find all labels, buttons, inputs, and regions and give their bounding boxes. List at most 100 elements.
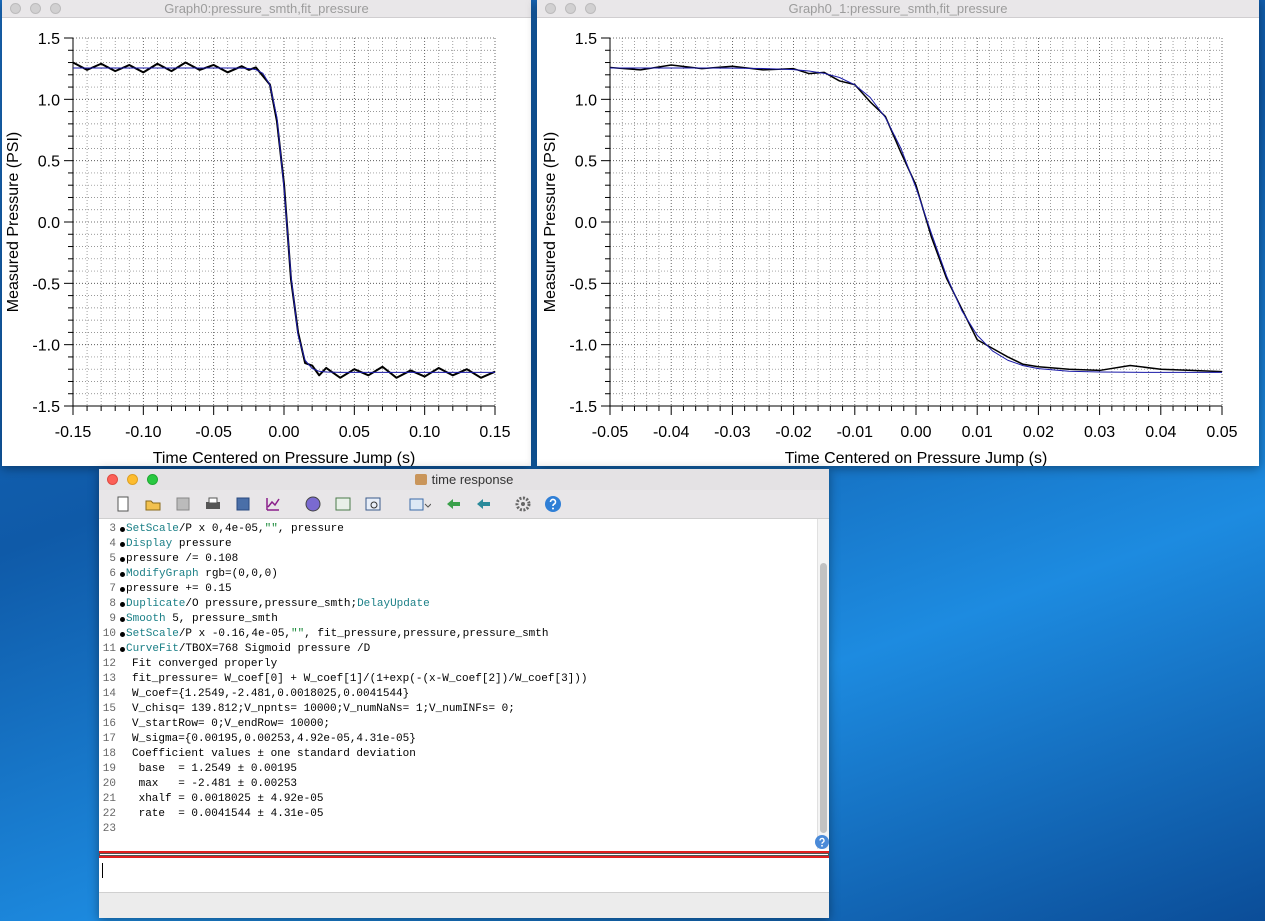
help-badge[interactable] (814, 834, 829, 850)
divider[interactable] (99, 851, 829, 858)
history-line: 18 Coefficient values ± one standard devi… (99, 747, 817, 762)
command-bullet (120, 632, 125, 637)
graph-window: Graph0_1:pressure_smth,fit_pressure -0.0… (537, 0, 1259, 466)
save-button[interactable] (175, 496, 191, 512)
help-button[interactable] (545, 496, 561, 512)
x-tick-label: -0.01 (837, 424, 874, 441)
command-bullet (120, 647, 125, 652)
line-text: pressure /= 0.108 (126, 552, 238, 567)
y-tick-label: 1.0 (38, 92, 60, 109)
x-tick-label: -0.03 (714, 424, 751, 441)
keyword: CurveFit (126, 643, 179, 655)
text-run: xhalf = 0.0018025 ± 4.92e-05 (132, 793, 324, 805)
zoom-button[interactable] (585, 3, 596, 14)
command-line[interactable] (99, 858, 829, 892)
back-more-button[interactable] (475, 496, 491, 512)
command-bullet (120, 587, 125, 592)
zoom-button[interactable] (147, 474, 158, 485)
command-bullet (120, 617, 125, 622)
x-tick-label: -0.05 (195, 424, 232, 441)
line-number: 15 (102, 703, 116, 715)
history-line: 14 W_coef={1.2549,-2.481,0.0018025,0.0041… (99, 687, 817, 702)
save-all-button[interactable] (235, 496, 251, 512)
y-tick-label: 0.0 (38, 215, 60, 232)
minimize-button[interactable] (30, 3, 41, 14)
minimize-button[interactable] (127, 474, 138, 485)
scroll-thumb[interactable] (820, 563, 827, 833)
text-run: /P x -0.16,4e-05, (178, 628, 292, 640)
line-number: 7 (109, 583, 116, 595)
color-button[interactable] (305, 496, 321, 512)
text-run: fit_pressure= W_coef[0] + W_coef[1]/(1+e… (132, 673, 588, 685)
line-text: Duplicate/O pressure,pressure_smth;Delay… (126, 597, 430, 612)
string-literal: "" (291, 628, 305, 640)
close-button[interactable] (107, 474, 118, 485)
line-number: 20 (102, 778, 116, 790)
text-run: 5, pressure_smth (165, 613, 278, 625)
line-text: rate = 0.0041544 ± 4.31e-05 (132, 807, 324, 822)
x-tick-label: 0.00 (900, 424, 931, 441)
x-tick-label: 0.05 (339, 424, 370, 441)
open-button[interactable] (145, 496, 161, 512)
line-text: fit_pressure= W_coef[0] + W_coef[1]/(1+e… (132, 672, 587, 687)
close-button[interactable] (10, 3, 21, 14)
command-window: time response 3 SetScale/P x 0,4e-05,"", … (99, 469, 829, 918)
y-tick-label: 0.0 (575, 215, 597, 232)
history-line: 19 base = 1.2549 ± 0.00195 (99, 762, 817, 777)
y-tick-label: -0.5 (32, 276, 60, 293)
x-tick-label: 0.01 (962, 424, 993, 441)
history-line: 15 V_chisq= 139.812;V_npnts= 10000;V_numN… (99, 702, 817, 717)
line-text: Fit converged properly (132, 657, 277, 672)
keyword: Smooth (126, 613, 166, 625)
print-button[interactable] (205, 496, 221, 512)
history-line: 11 CurveFit/TBOX=768 Sigmoid pressure /D (99, 642, 817, 657)
zoom-button[interactable] (50, 3, 61, 14)
line-number: 16 (102, 718, 116, 730)
line-number: 9 (109, 613, 116, 625)
procedure-menu[interactable] (409, 496, 431, 512)
history-line: 8 Duplicate/O pressure,pressure_smth;Dela… (99, 597, 817, 612)
y-tick-label: 0.5 (575, 154, 597, 171)
line-text: ModifyGraph rgb=(0,0,0) (126, 567, 278, 582)
command-bullet (120, 602, 125, 607)
text-run: , fit_pressure,pressure,pressure_smth (304, 628, 549, 640)
text-run: rate = 0.0041544 ± 4.31e-05 (132, 808, 324, 820)
new-graph-button[interactable] (265, 496, 281, 512)
inspect-button[interactable] (365, 496, 381, 512)
line-number: 6 (109, 568, 116, 580)
text-run: , pressure (277, 523, 344, 535)
minimize-button[interactable] (565, 3, 576, 14)
line-number: 5 (109, 553, 116, 565)
line-number: 12 (102, 658, 116, 670)
graph-window: Graph0:pressure_smth,fit_pressure -0.15-… (2, 0, 531, 466)
new-button[interactable] (115, 496, 131, 512)
line-number: 17 (102, 733, 116, 745)
x-tick-label: 0.02 (1023, 424, 1054, 441)
line-number: 3 (109, 523, 116, 535)
line-number: 13 (102, 673, 116, 685)
y-tick-label: 1.5 (575, 31, 597, 48)
settings-button[interactable] (515, 496, 531, 512)
y-tick-label: -0.5 (569, 276, 597, 293)
status-bar (99, 892, 829, 918)
x-tick-label: 0.15 (479, 424, 510, 441)
x-axis-title: Time Centered on Pressure Jump (s) (153, 450, 416, 466)
back-button[interactable] (445, 496, 461, 512)
close-button[interactable] (545, 3, 556, 14)
x-tick-label: -0.10 (125, 424, 162, 441)
series-line (72, 61, 496, 379)
y-tick-label: -1.5 (32, 399, 60, 416)
text-run: base = 1.2549 ± 0.00195 (132, 763, 298, 775)
keyword: DelayUpdate (357, 598, 430, 610)
line-number: 18 (102, 748, 116, 760)
text-run: V_startRow= 0;V_endRow= 10000; (132, 718, 331, 730)
text-run: W_coef={1.2549,-2.481,0.0018025,0.004154… (132, 688, 410, 700)
browser-button[interactable] (335, 496, 351, 512)
y-axis-title: Measured Pressure (PSI) (5, 132, 22, 313)
scrollbar[interactable] (817, 519, 829, 849)
text-run: W_sigma={0.00195,0.00253,4.92e-05,4.31e-… (132, 733, 416, 745)
x-tick-label: -0.05 (592, 424, 629, 441)
line-text: max = -2.481 ± 0.00253 (132, 777, 297, 792)
window-title: Graph0:pressure_smth,fit_pressure (164, 1, 369, 16)
history-line: 3 SetScale/P x 0,4e-05,"", pressure (99, 522, 817, 537)
